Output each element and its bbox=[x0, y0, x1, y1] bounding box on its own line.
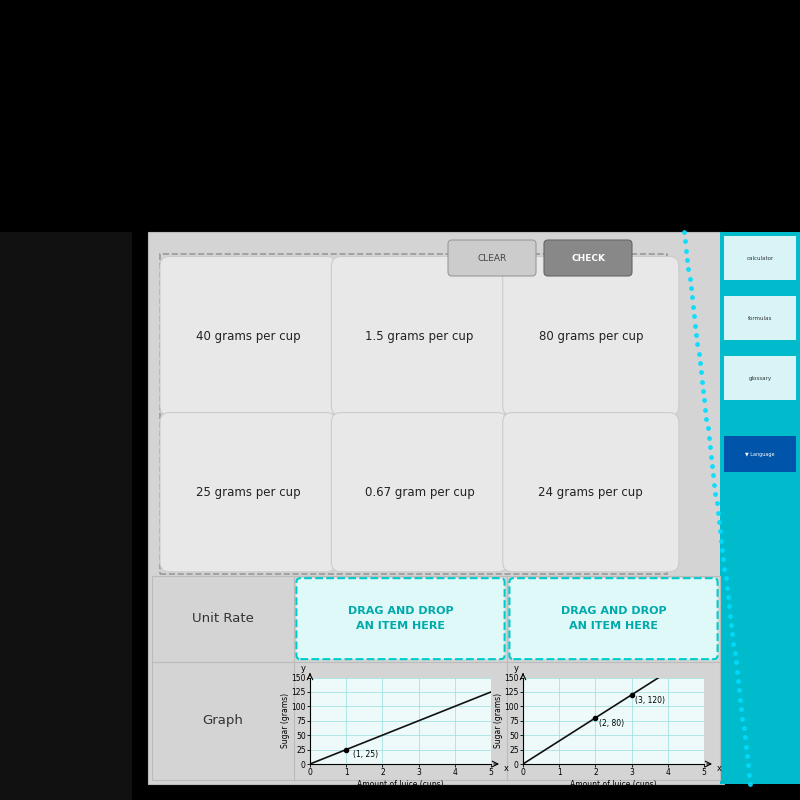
Text: 80 grams per cup: 80 grams per cup bbox=[538, 330, 643, 342]
FancyBboxPatch shape bbox=[331, 257, 507, 416]
Bar bbox=[724, 436, 796, 472]
FancyBboxPatch shape bbox=[502, 413, 679, 572]
Text: 24 grams per cup: 24 grams per cup bbox=[538, 486, 643, 498]
FancyBboxPatch shape bbox=[544, 240, 632, 276]
Text: (1, 25): (1, 25) bbox=[354, 750, 378, 758]
FancyBboxPatch shape bbox=[510, 578, 718, 659]
Bar bbox=[0, 232, 132, 800]
Text: glossary: glossary bbox=[749, 376, 771, 381]
Text: CHECK: CHECK bbox=[571, 254, 605, 263]
Text: (3, 120): (3, 120) bbox=[635, 696, 666, 705]
Text: ▼ Language: ▼ Language bbox=[746, 452, 774, 457]
Text: DRAG AND DROP
AN ITEM HERE: DRAG AND DROP AN ITEM HERE bbox=[561, 606, 666, 631]
Bar bbox=[724, 296, 796, 340]
Bar bbox=[720, 232, 800, 784]
Text: calculator: calculator bbox=[746, 256, 774, 261]
FancyBboxPatch shape bbox=[502, 257, 679, 416]
FancyBboxPatch shape bbox=[448, 240, 536, 276]
FancyBboxPatch shape bbox=[160, 257, 336, 416]
Text: formulas: formulas bbox=[748, 316, 772, 321]
Text: CLEAR: CLEAR bbox=[478, 254, 506, 263]
X-axis label: Amount of Juice (cups): Amount of Juice (cups) bbox=[570, 780, 657, 789]
Bar bbox=[148, 232, 724, 784]
Text: 40 grams per cup: 40 grams per cup bbox=[196, 330, 300, 342]
Text: (2, 80): (2, 80) bbox=[599, 719, 624, 728]
Text: y: y bbox=[300, 664, 306, 673]
FancyBboxPatch shape bbox=[331, 413, 507, 572]
FancyBboxPatch shape bbox=[160, 413, 336, 572]
Bar bbox=[724, 236, 796, 280]
Text: Graph: Graph bbox=[202, 714, 243, 727]
Text: x: x bbox=[504, 764, 509, 773]
Bar bbox=[152, 576, 720, 780]
Bar bbox=[160, 254, 667, 574]
FancyBboxPatch shape bbox=[296, 578, 505, 659]
Text: 1.5 grams per cup: 1.5 grams per cup bbox=[366, 330, 474, 342]
Bar bbox=[724, 356, 796, 400]
Text: 25 grams per cup: 25 grams per cup bbox=[196, 486, 300, 498]
Text: y: y bbox=[514, 664, 518, 673]
Text: x: x bbox=[717, 764, 722, 773]
X-axis label: Amount of Juice (cups): Amount of Juice (cups) bbox=[357, 780, 444, 789]
Text: Unit Rate: Unit Rate bbox=[192, 612, 254, 625]
Text: 0.67 gram per cup: 0.67 gram per cup bbox=[365, 486, 474, 498]
Y-axis label: Sugar (grams): Sugar (grams) bbox=[281, 694, 290, 748]
Y-axis label: Sugar (grams): Sugar (grams) bbox=[494, 694, 503, 748]
Text: DRAG AND DROP
AN ITEM HERE: DRAG AND DROP AN ITEM HERE bbox=[348, 606, 454, 631]
Bar bbox=[0, 0, 800, 232]
